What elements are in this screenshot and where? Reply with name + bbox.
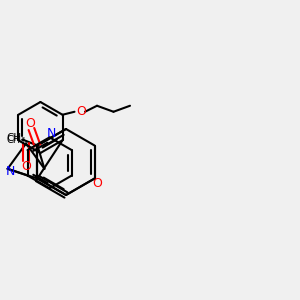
Text: O: O — [76, 105, 86, 118]
Text: O: O — [93, 177, 103, 190]
Text: CH₃: CH₃ — [6, 135, 24, 145]
Text: O: O — [21, 160, 31, 173]
Text: CH₃: CH₃ — [6, 133, 25, 143]
Text: N: N — [6, 165, 15, 178]
Text: N: N — [46, 127, 56, 140]
Text: O: O — [25, 117, 35, 130]
